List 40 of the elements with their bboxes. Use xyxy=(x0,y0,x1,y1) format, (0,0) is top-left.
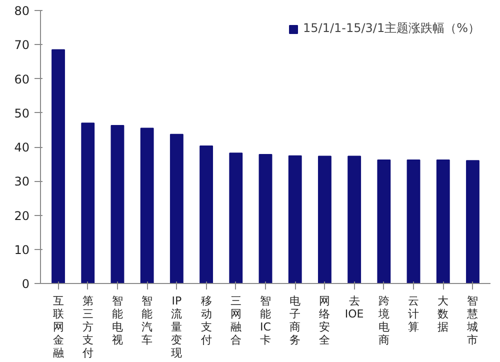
x-tick-label: 第三方支付 xyxy=(82,294,94,360)
x-tick-label: 网络安全 xyxy=(319,294,330,346)
bar xyxy=(229,152,243,284)
y-tick-label: 0 xyxy=(22,277,30,291)
bar xyxy=(200,145,214,284)
bar xyxy=(318,156,332,284)
bar xyxy=(258,154,272,284)
bar xyxy=(110,125,124,284)
bar xyxy=(288,155,302,284)
x-tick-label: 跨境电商 xyxy=(377,294,390,346)
x-tick-label: 去IOE xyxy=(344,294,364,320)
bar xyxy=(348,156,362,284)
x-tick-label: 大数据 xyxy=(438,294,449,334)
y-tick-label: 20 xyxy=(14,208,30,223)
y-tick-label: 80 xyxy=(14,4,30,18)
bar xyxy=(81,122,95,284)
bar xyxy=(436,159,450,284)
bar xyxy=(170,134,184,284)
bar xyxy=(52,49,65,284)
bar xyxy=(406,159,420,284)
legend-label: 15/1/1-15/3/1主题涨跌幅（%） xyxy=(303,20,480,37)
bar xyxy=(140,128,154,284)
x-tick-label: 智能电视 xyxy=(112,294,123,346)
y-tick-label: 60 xyxy=(14,72,30,86)
x-tick-label: 云计算 xyxy=(408,294,420,334)
x-tick-label: 智慧城市 xyxy=(466,294,478,346)
x-tick-label: 智能汽车 xyxy=(142,294,153,346)
x-tick-label: 电子商务 xyxy=(290,294,301,346)
bar xyxy=(377,159,391,284)
y-tick-label: 70 xyxy=(14,38,30,52)
x-tick-label: IP流量变现 xyxy=(171,294,182,360)
x-tick-label: 智能IC卡 xyxy=(260,294,272,346)
y-tick-label: 40 xyxy=(14,140,30,154)
x-tick-label: 移动支付 xyxy=(200,294,212,346)
y-tick-label: 10 xyxy=(14,242,30,257)
y-tick-label: 30 xyxy=(14,174,30,189)
x-tick-label: 互联网金融 xyxy=(52,294,64,360)
bar xyxy=(466,160,480,284)
x-tick-label: 三网融合 xyxy=(230,294,242,346)
y-tick-label: 50 xyxy=(14,106,30,120)
